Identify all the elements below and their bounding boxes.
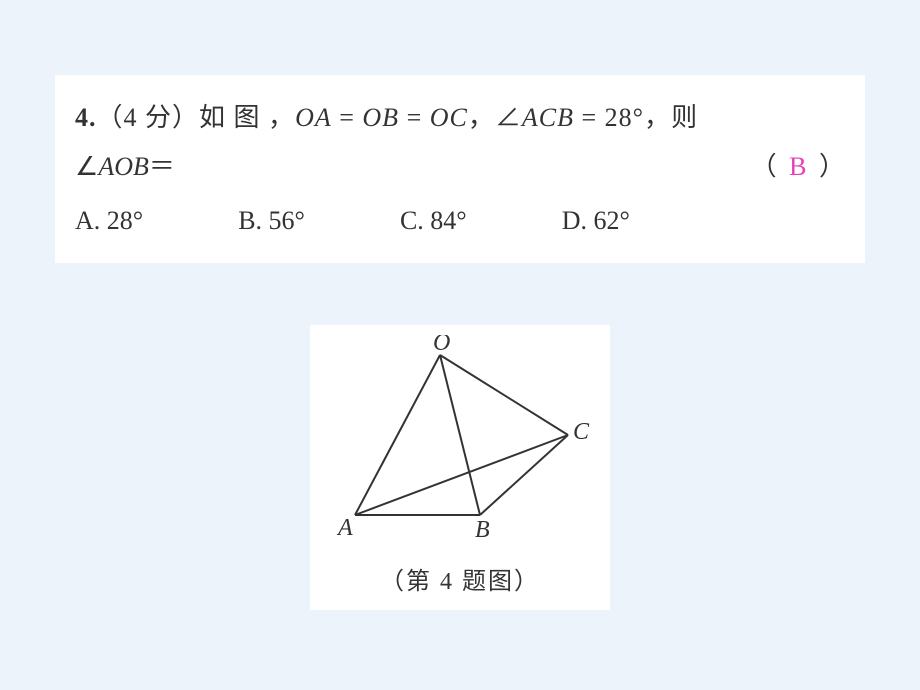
label-C: C [573,419,590,445]
question-line-2: ∠AOB＝ （ B ） [75,142,845,191]
figure-caption: （第 4 题图） [320,561,600,596]
label-O: O [433,335,450,356]
option-d: D. 62° [562,196,630,245]
question-number: 4. [75,103,97,132]
line-BC [480,435,568,515]
figure-box: O A B C （第 4 题图） [310,325,610,610]
paren-open: （ [751,152,777,181]
stem-part2: 则 [671,103,698,132]
label-B: B [475,517,490,543]
line-OC [440,355,568,435]
options-row: A. 28° B. 56° C. 84° D. 62° [75,196,845,245]
question-box: 4.（4 分）如 图 ，OA = OB = OC，∠ACB = 28°，则 ∠A… [55,75,865,263]
points-text: 4 分 [124,103,173,132]
answer-letter: B [783,152,812,181]
label-A: A [336,515,353,541]
option-c: C. 84° [400,196,467,245]
answer-paren: （ B ） [751,142,845,191]
points-close: ） [172,103,199,132]
line-AC [355,435,568,515]
line-OB [440,355,480,515]
angle-aob: ∠AOB＝ [75,142,175,191]
question-line-1: 4.（4 分）如 图 ，OA = OB = OC，∠ACB = 28°，则 [75,93,845,142]
line-OA [355,355,440,515]
equation-text: OA [295,103,332,132]
stem-part1: 如 图 ， [199,103,295,132]
paren-close: ） [819,152,845,181]
option-a: A. 28° [75,196,143,245]
points-open: （ [97,103,124,132]
option-b: B. 56° [238,196,305,245]
geometry-figure: O A B C [320,335,600,555]
